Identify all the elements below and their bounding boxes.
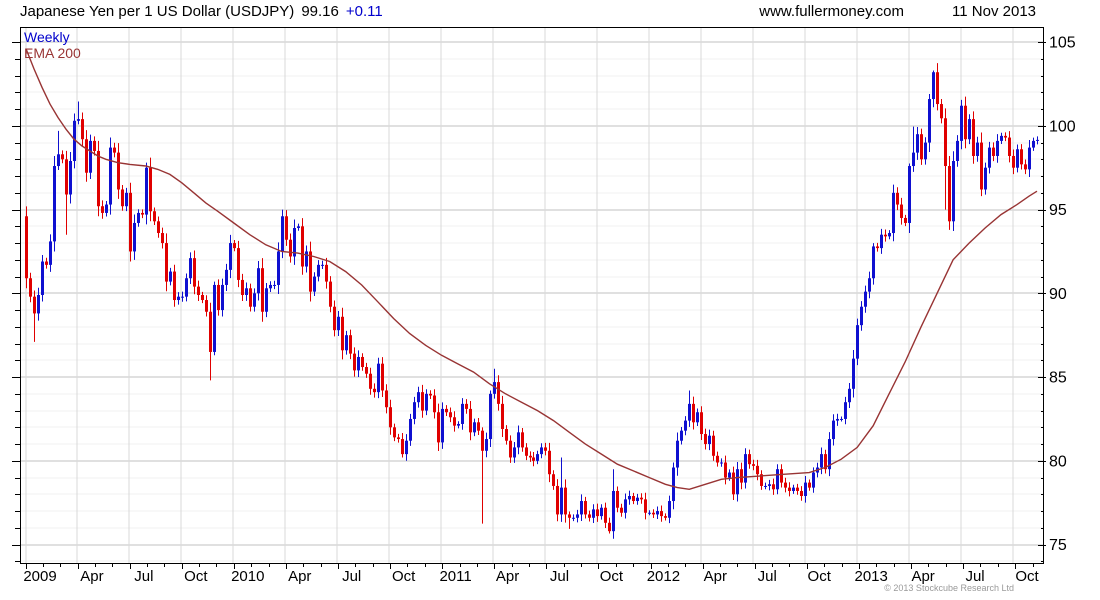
ema-line <box>25 48 1038 491</box>
svg-text:2010: 2010 <box>231 568 264 585</box>
svg-text:85: 85 <box>1049 370 1067 387</box>
svg-text:Oct: Oct <box>1015 568 1039 585</box>
svg-text:Jul: Jul <box>758 568 777 585</box>
site-link[interactable]: www.fullermoney.com <box>759 3 904 20</box>
svg-text:Apr: Apr <box>704 568 727 585</box>
svg-text:Jul: Jul <box>965 568 984 585</box>
timeframe-label: Weekly <box>24 29 70 45</box>
svg-text:Oct: Oct <box>808 568 832 585</box>
svg-text:Oct: Oct <box>184 568 208 585</box>
gridlines <box>20 27 1043 563</box>
svg-text:2009: 2009 <box>23 568 56 585</box>
chart-date: 11 Nov 2013 <box>952 3 1036 20</box>
chart-title: Japanese Yen per 1 US Dollar (USDJPY) 99.… <box>20 3 383 20</box>
svg-text:Jul: Jul <box>342 568 361 585</box>
svg-text:80: 80 <box>1049 453 1067 470</box>
svg-text:100: 100 <box>1049 118 1076 135</box>
last-price: 99.16 <box>301 3 339 20</box>
axes <box>12 27 1046 569</box>
copyright-notice: © 2013 Stockcube Research Ltd <box>884 583 1014 593</box>
svg-text:90: 90 <box>1049 286 1067 303</box>
instrument-name: Japanese Yen per 1 US Dollar (USDJPY) <box>20 3 295 20</box>
svg-text:Oct: Oct <box>600 568 624 585</box>
svg-text:Apr: Apr <box>911 568 934 585</box>
price-change: +0.11 <box>345 3 383 20</box>
svg-text:Oct: Oct <box>392 568 416 585</box>
ema-legend-label: EMA 200 <box>24 45 81 61</box>
svg-text:95: 95 <box>1049 202 1067 219</box>
svg-text:75: 75 <box>1049 537 1067 554</box>
svg-text:Apr: Apr <box>496 568 519 585</box>
svg-text:Jul: Jul <box>550 568 569 585</box>
candlestick-series <box>25 63 1039 539</box>
svg-text:105: 105 <box>1049 35 1076 52</box>
svg-text:2012: 2012 <box>647 568 680 585</box>
svg-text:Apr: Apr <box>288 568 311 585</box>
svg-text:Apr: Apr <box>80 568 103 585</box>
axis-labels: 75 80 85 90 95 100 105 2009 Apr Jul Oct 2010 Apr Jul O… <box>23 35 1075 585</box>
svg-text:Jul: Jul <box>134 568 153 585</box>
svg-text:2013: 2013 <box>854 568 887 585</box>
svg-text:2011: 2011 <box>439 568 471 585</box>
